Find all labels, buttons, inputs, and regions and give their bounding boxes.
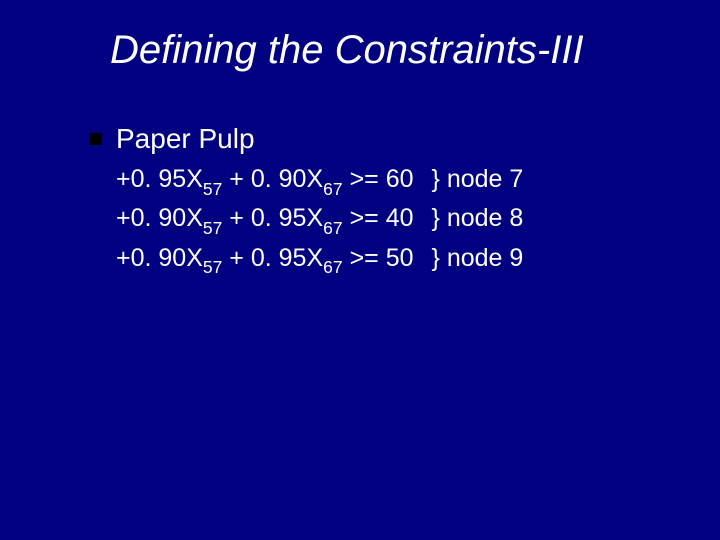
sub2: 67: [323, 218, 342, 238]
comment: } node 9: [432, 244, 524, 272]
constraint-line-1: +0. 95X57 + 0. 90X67 >= 60} node 7: [116, 161, 670, 200]
slide-container: Defining the Constraints-III Paper Pulp …: [0, 0, 720, 540]
var1: X: [186, 165, 203, 193]
var1: X: [186, 244, 203, 272]
sub2: 67: [323, 179, 342, 199]
sub1: 57: [203, 257, 222, 277]
sub2: 67: [323, 257, 342, 277]
var1: X: [186, 204, 203, 232]
constraint-line-3: +0. 90X57 + 0. 95X67 >= 50} node 9: [116, 240, 670, 279]
square-bullet-icon: [90, 133, 102, 145]
section-label: Paper Pulp: [116, 123, 255, 155]
coef2: 0. 95: [251, 204, 307, 232]
var2: X: [306, 204, 323, 232]
sub1: 57: [203, 179, 222, 199]
coef1: +0. 90: [116, 204, 186, 232]
coef2: 0. 90: [251, 165, 307, 193]
op: >=: [343, 204, 386, 232]
bullet-row: Paper Pulp: [90, 123, 670, 155]
coef1: +0. 90: [116, 244, 186, 272]
op-mid: +: [222, 204, 251, 232]
op: >=: [343, 244, 386, 272]
coef1: +0. 95: [116, 165, 186, 193]
var2: X: [306, 165, 323, 193]
slide-title: Defining the Constraints-III: [110, 28, 670, 73]
sub1: 57: [203, 218, 222, 238]
comment: } node 8: [432, 204, 524, 232]
op-mid: +: [222, 244, 251, 272]
coef2: 0. 95: [251, 244, 307, 272]
rhs: 50: [386, 244, 414, 272]
rhs: 60: [386, 165, 414, 193]
constraint-line-2: +0. 90X57 + 0. 95X67 >= 40} node 8: [116, 200, 670, 239]
op-mid: +: [222, 165, 251, 193]
comment: } node 7: [432, 165, 524, 193]
op: >=: [343, 165, 386, 193]
constraint-list: +0. 95X57 + 0. 90X67 >= 60} node 7 +0. 9…: [116, 161, 670, 279]
var2: X: [306, 244, 323, 272]
rhs: 40: [386, 204, 414, 232]
